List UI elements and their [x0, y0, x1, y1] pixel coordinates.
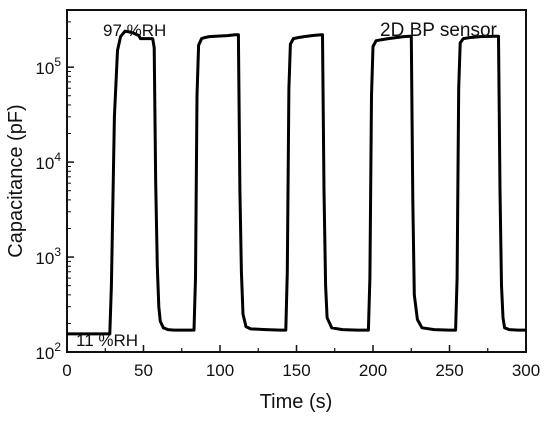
x-tick-label: 100 [206, 361, 234, 380]
x-tick-label: 0 [62, 361, 71, 380]
y-tick-label: 102 [35, 340, 61, 363]
y-tick-label: 103 [35, 245, 61, 268]
annotation-11rh: 11 %RH [76, 331, 138, 350]
y-axis-ticks: 102 103 104 105 [35, 9, 74, 363]
y-tick-label: 105 [35, 55, 61, 78]
y-axis-title: Capacitance (pF) [5, 104, 27, 257]
annotation-sensor-label: 2D BP sensor [380, 20, 498, 41]
x-tick-label: 250 [435, 361, 463, 380]
x-tick-label: 300 [512, 361, 540, 380]
x-axis-ticks: 0 50 100 150 200 250 300 [62, 345, 540, 380]
capacitance-series-line [67, 29, 526, 336]
x-axis-title: Time (s) [260, 391, 333, 413]
x-tick-label: 200 [359, 361, 387, 380]
annotation-97rh: 97 %RH [103, 21, 166, 40]
x-tick-label: 50 [134, 361, 153, 380]
y-tick-label: 104 [35, 150, 61, 173]
x-tick-label: 150 [282, 361, 310, 380]
